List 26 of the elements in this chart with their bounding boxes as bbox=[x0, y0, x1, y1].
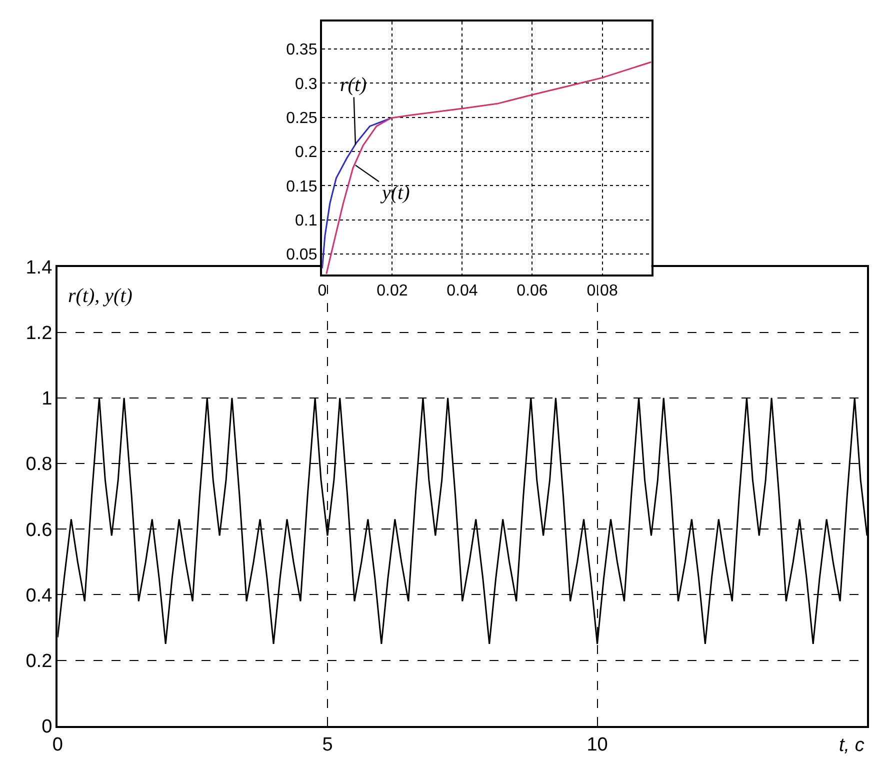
y-tick-label: 1 bbox=[42, 388, 52, 410]
y-tick-label: 0.6 bbox=[26, 520, 52, 541]
y-tick-label: 0.35 bbox=[286, 42, 318, 59]
x-tick-label: 10 bbox=[586, 734, 608, 756]
y-tick-label: 1.2 bbox=[26, 323, 52, 344]
y-tick-label: 0.05 bbox=[286, 246, 318, 264]
y-axis-title: r(t), y(t) bbox=[68, 285, 133, 307]
x-tick-label: 0.08 bbox=[586, 282, 618, 300]
y-tick-label: 1.4 bbox=[26, 257, 53, 278]
x-tick-label: 5 bbox=[322, 734, 333, 756]
x-axis-title: t, c bbox=[839, 735, 865, 756]
x-tick-label: 0.02 bbox=[376, 282, 408, 300]
x-tick-label: 0.04 bbox=[446, 282, 478, 300]
y-tick-label: 0.4 bbox=[26, 585, 53, 606]
line-series bbox=[326, 61, 652, 275]
x-tick-label: 0.06 bbox=[516, 282, 548, 300]
y-tick-label: 0.8 bbox=[26, 454, 52, 476]
y-tick-label: 0.3 bbox=[294, 76, 318, 93]
y-tick-label: 0.2 bbox=[294, 144, 318, 162]
y-tick-label: 0.25 bbox=[286, 110, 318, 127]
annotation: y(t) bbox=[380, 182, 410, 204]
y-tick-label: 0.2 bbox=[26, 650, 52, 672]
annotation: r(t) bbox=[340, 74, 367, 96]
y-tick-label: 0.1 bbox=[294, 212, 318, 230]
y-tick-label: 0.15 bbox=[286, 178, 318, 196]
y-tick-label: 0 bbox=[42, 716, 52, 738]
